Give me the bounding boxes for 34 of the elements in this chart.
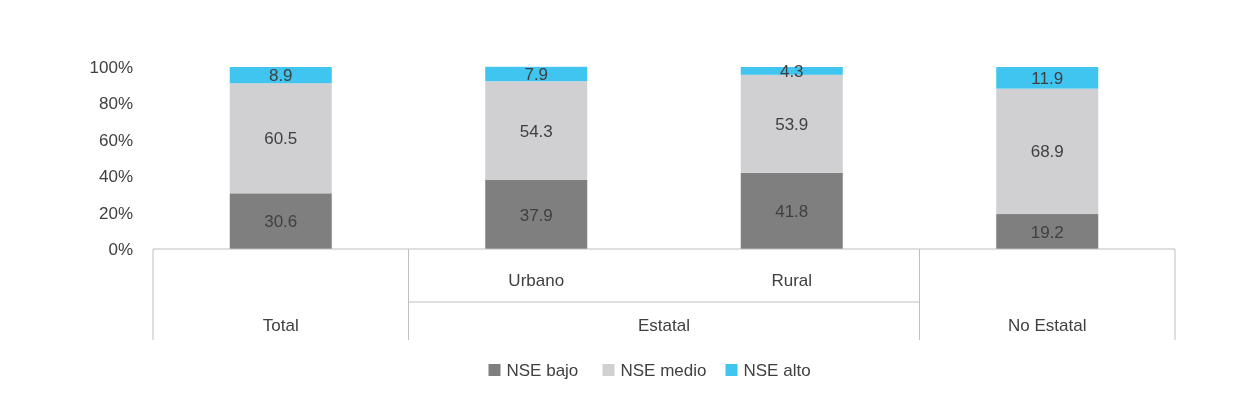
data-label: 7.9 — [524, 65, 549, 85]
bar — [229, 83, 332, 194]
bar — [996, 67, 1099, 89]
data-label: 37.9 — [519, 205, 553, 225]
y-tick-label: 60% — [98, 130, 133, 150]
data-label: 60.5 — [264, 129, 298, 149]
x-tick-label: No Estatal — [1008, 316, 1087, 335]
y-tick-label: 40% — [98, 167, 133, 187]
bar — [740, 172, 843, 249]
data-label: 8.9 — [268, 66, 293, 86]
bar — [485, 81, 588, 181]
y-tick-label: 80% — [98, 94, 133, 114]
bar — [996, 88, 1099, 215]
data-label: 11.9 — [1031, 68, 1064, 88]
text: Estatal — [638, 316, 690, 335]
y-tick-label: 100% — [89, 58, 133, 77]
legend-label: NSE alto — [743, 361, 811, 380]
x-tick-label: Total — [262, 316, 299, 335]
x-tick-label: Urbano — [508, 271, 565, 290]
data-label: 41.8 — [775, 201, 809, 221]
y-tick-label: 0% — [108, 240, 133, 259]
legend-label: NSE bajo — [506, 361, 579, 380]
bar — [996, 214, 1099, 249]
y-tick-label: 20% — [98, 203, 133, 223]
legend-label: NSE medio — [620, 361, 707, 380]
data-label: 53.9 — [775, 114, 809, 134]
x-tick-label: Rural — [771, 271, 813, 290]
data-label: 54.3 — [519, 121, 553, 141]
bar — [740, 67, 843, 75]
bar — [485, 180, 588, 249]
data-label: 30.6 — [264, 212, 298, 232]
data-label: 68.9 — [1030, 142, 1064, 162]
bar — [229, 193, 332, 249]
data-label: 19.2 — [1030, 222, 1064, 242]
